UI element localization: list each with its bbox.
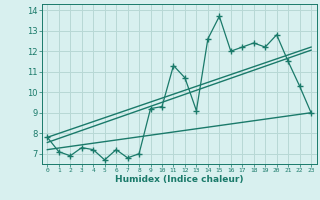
X-axis label: Humidex (Indice chaleur): Humidex (Indice chaleur) bbox=[115, 175, 244, 184]
